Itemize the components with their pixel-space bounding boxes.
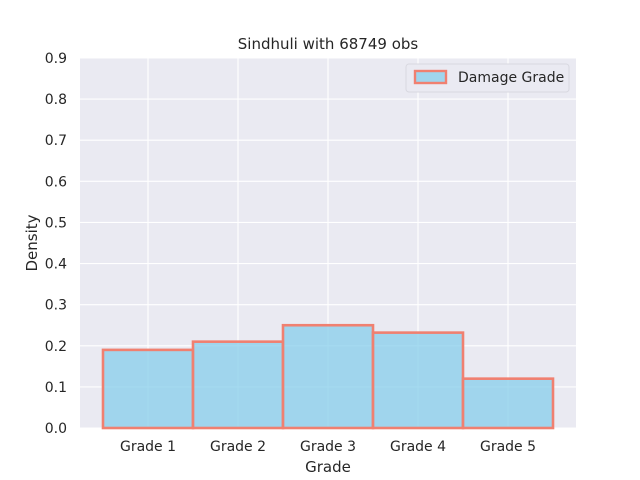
x-tick-label: Grade 4 [390,439,446,455]
legend: Damage Grade [405,63,570,93]
y-tick-label: 0.9 [45,51,67,67]
y-tick-label: 0.6 [45,174,67,190]
x-tick-label: Grade 2 [210,439,266,455]
y-tick-label: 0.8 [45,92,67,108]
x-tick-labels: Grade 1 Grade 2 Grade 3 Grade 4 Grade 5 [120,439,536,455]
bar-grade-5 [461,377,555,430]
bar-grade-1 [101,348,195,430]
y-tick-label: 0.5 [45,215,67,231]
y-tick-label: 0.0 [45,421,67,437]
y-tick-label: 0.3 [45,298,67,314]
y-tick-label: 0.4 [45,257,67,273]
y-tick-label: 0.7 [45,133,67,149]
y-axis-label: Density [23,214,41,271]
bar-grade-3 [281,323,375,430]
x-tick-label: Grade 5 [480,439,536,455]
x-axis-label: Grade [305,458,351,476]
chart-title: Sindhuli with 68749 obs [238,35,419,53]
bars [101,323,555,430]
legend-swatch [413,69,448,85]
y-tick-label: 0.2 [45,339,67,355]
x-tick-label: Grade 1 [120,439,176,455]
x-tick-label: Grade 3 [300,439,356,455]
legend-label: Damage Grade [458,70,564,86]
y-tick-label: 0.1 [45,380,67,396]
bar-grade-4 [371,331,465,430]
y-tick-labels: 0.0 0.1 0.2 0.3 0.4 0.5 0.6 0.7 0.8 0.9 [45,51,67,437]
bar-grade-2 [191,340,285,430]
